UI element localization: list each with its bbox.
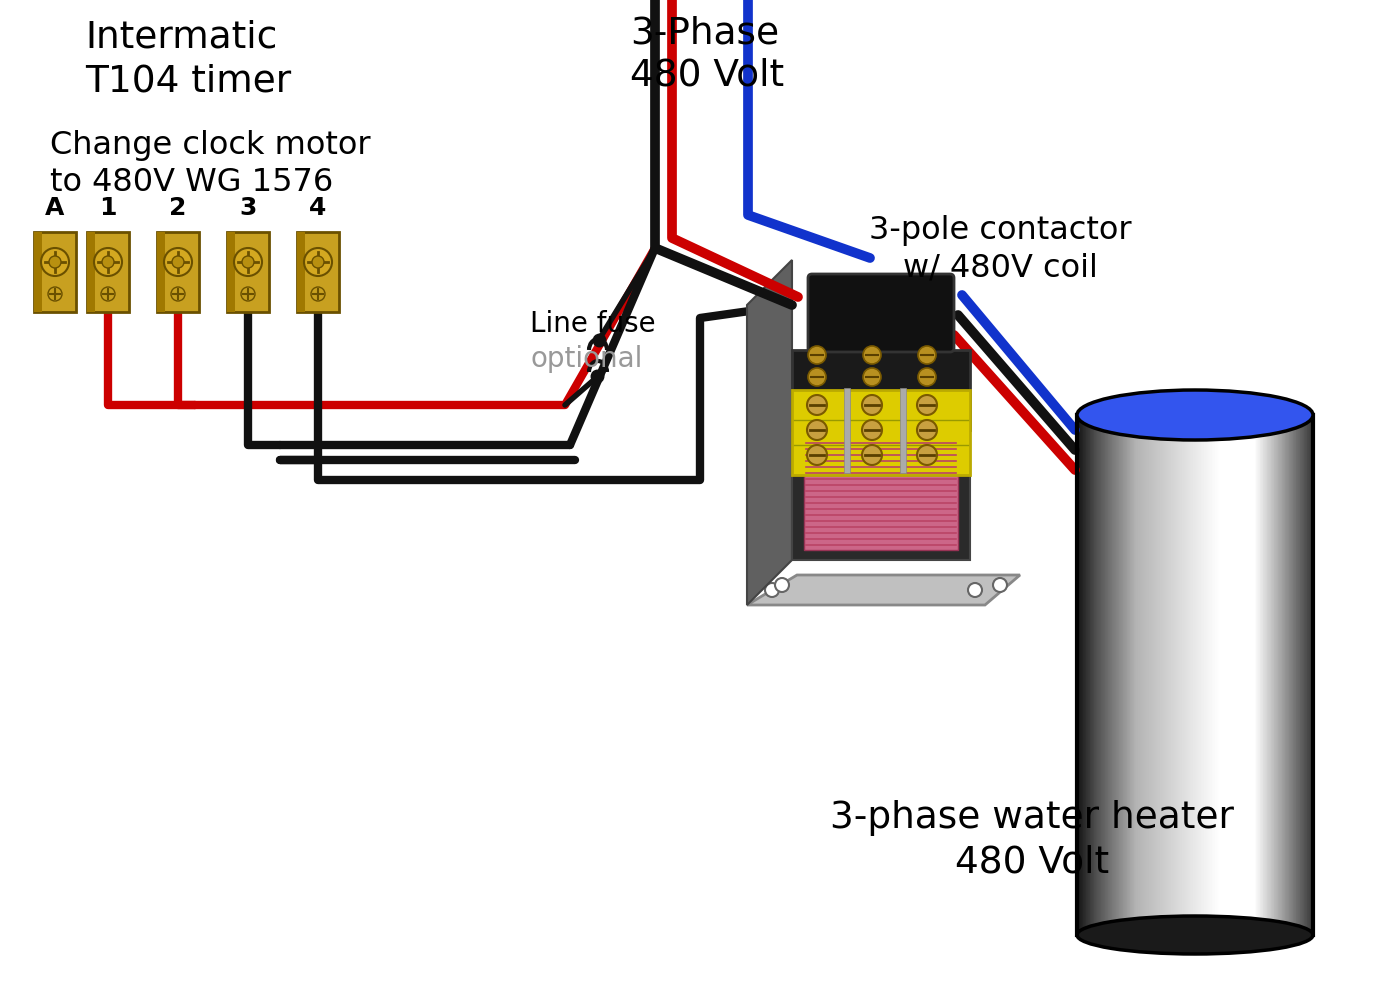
FancyBboxPatch shape [296, 232, 339, 312]
Text: 3-phase water heater
480 Volt: 3-phase water heater 480 Volt [830, 800, 1234, 880]
Circle shape [807, 420, 827, 440]
FancyBboxPatch shape [792, 430, 969, 560]
Circle shape [808, 368, 826, 386]
Text: Intermatic
T104 timer: Intermatic T104 timer [85, 20, 291, 99]
Circle shape [775, 578, 789, 592]
Circle shape [917, 420, 936, 440]
Circle shape [765, 583, 779, 597]
Circle shape [917, 445, 936, 465]
Circle shape [863, 346, 881, 364]
FancyBboxPatch shape [792, 390, 969, 475]
Circle shape [50, 256, 61, 268]
Circle shape [918, 346, 936, 364]
Circle shape [172, 256, 183, 268]
Circle shape [862, 420, 883, 440]
Text: 3-Phase
480 Volt: 3-Phase 480 Volt [630, 15, 785, 94]
Circle shape [164, 248, 192, 276]
Circle shape [101, 287, 114, 301]
Circle shape [48, 287, 62, 301]
Circle shape [808, 346, 826, 364]
Circle shape [312, 287, 325, 301]
Circle shape [241, 256, 254, 268]
Text: 3-pole contactor
w/ 480V coil: 3-pole contactor w/ 480V coil [869, 215, 1131, 283]
Text: 4: 4 [309, 196, 327, 220]
Circle shape [241, 287, 255, 301]
Circle shape [993, 578, 1007, 592]
Circle shape [312, 256, 324, 268]
Circle shape [968, 583, 982, 597]
Circle shape [862, 445, 883, 465]
Circle shape [234, 248, 262, 276]
Circle shape [917, 395, 936, 415]
Polygon shape [87, 232, 95, 312]
Circle shape [807, 395, 827, 415]
Circle shape [807, 445, 827, 465]
Text: Line fuse: Line fuse [530, 310, 655, 338]
Text: A: A [46, 196, 65, 220]
Text: Change clock motor
to 480V WG 1576: Change clock motor to 480V WG 1576 [50, 130, 371, 198]
FancyBboxPatch shape [900, 388, 906, 473]
Circle shape [303, 248, 332, 276]
FancyBboxPatch shape [844, 388, 849, 473]
Polygon shape [747, 260, 792, 605]
FancyBboxPatch shape [87, 232, 130, 312]
Text: 2: 2 [170, 196, 186, 220]
Circle shape [918, 368, 936, 386]
FancyBboxPatch shape [804, 440, 958, 550]
FancyBboxPatch shape [228, 232, 269, 312]
Circle shape [862, 395, 883, 415]
Polygon shape [34, 232, 41, 312]
FancyBboxPatch shape [157, 232, 199, 312]
Ellipse shape [1077, 916, 1313, 954]
FancyBboxPatch shape [808, 274, 954, 352]
Polygon shape [228, 232, 234, 312]
Polygon shape [296, 232, 305, 312]
FancyBboxPatch shape [34, 232, 76, 312]
Ellipse shape [1077, 390, 1313, 440]
Text: optional: optional [530, 345, 643, 373]
Circle shape [102, 256, 114, 268]
Polygon shape [157, 232, 165, 312]
Circle shape [863, 368, 881, 386]
Text: 3: 3 [240, 196, 256, 220]
Polygon shape [747, 575, 1020, 605]
FancyBboxPatch shape [792, 350, 969, 430]
Circle shape [94, 248, 121, 276]
Circle shape [41, 248, 69, 276]
Text: 1: 1 [99, 196, 117, 220]
Circle shape [171, 287, 185, 301]
